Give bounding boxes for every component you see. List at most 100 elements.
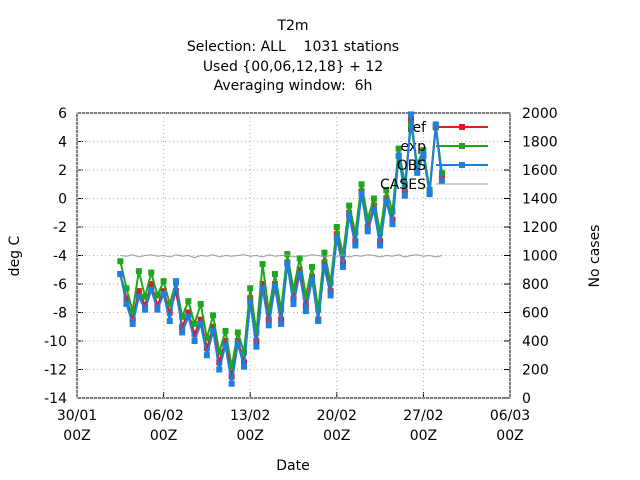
marker xyxy=(395,152,402,159)
marker xyxy=(352,242,359,249)
marker xyxy=(253,343,260,350)
marker xyxy=(129,320,136,327)
marker xyxy=(302,308,309,315)
marker xyxy=(358,191,365,198)
marker xyxy=(148,286,155,293)
marker xyxy=(370,195,377,202)
y-tick-label: -6 xyxy=(53,277,67,293)
marker xyxy=(216,366,223,373)
marker xyxy=(191,320,198,327)
marker xyxy=(228,373,235,380)
marker xyxy=(154,306,161,313)
series-line xyxy=(120,254,443,259)
marker xyxy=(210,323,217,330)
y-tick-label: 4 xyxy=(58,135,67,151)
y-tick-label: -12 xyxy=(44,363,67,379)
marker xyxy=(383,198,390,205)
marker xyxy=(377,242,384,249)
y2-tick-label: 1200 xyxy=(522,220,558,236)
marker xyxy=(253,329,260,336)
marker xyxy=(210,312,217,319)
marker xyxy=(278,320,285,327)
marker xyxy=(346,212,353,219)
series-line xyxy=(119,124,443,367)
marker xyxy=(179,329,186,336)
x-tick-label: 06/03 00Z xyxy=(490,408,530,444)
marker xyxy=(339,251,346,258)
x-tick-label: 06/02 00Z xyxy=(143,408,183,444)
marker xyxy=(154,302,161,309)
marker xyxy=(420,147,427,154)
marker xyxy=(296,266,303,273)
marker xyxy=(333,235,340,242)
marker xyxy=(284,251,291,258)
marker xyxy=(321,263,328,270)
y-tick-label: -2 xyxy=(53,220,67,236)
marker xyxy=(179,313,186,320)
legend-label: OBS xyxy=(397,158,426,174)
marker xyxy=(389,208,396,215)
marker xyxy=(191,338,198,344)
marker xyxy=(222,328,229,335)
marker xyxy=(241,363,248,370)
marker xyxy=(234,340,241,347)
marker xyxy=(216,349,223,356)
marker xyxy=(309,276,316,283)
marker xyxy=(327,292,334,299)
marker xyxy=(234,329,241,336)
marker xyxy=(117,258,124,265)
marker xyxy=(135,293,142,300)
marker xyxy=(315,318,322,325)
marker xyxy=(148,269,155,276)
marker xyxy=(358,181,365,188)
marker xyxy=(123,295,130,302)
series-line xyxy=(119,114,443,384)
marker xyxy=(290,300,297,307)
marker xyxy=(203,345,210,352)
marker xyxy=(438,178,445,185)
marker xyxy=(315,306,322,313)
marker xyxy=(160,278,167,285)
marker xyxy=(395,145,402,152)
marker xyxy=(389,221,396,228)
y2-tick-label: 1600 xyxy=(522,163,558,179)
marker xyxy=(321,259,328,266)
marker xyxy=(401,192,408,199)
marker xyxy=(222,342,229,349)
marker xyxy=(247,285,254,292)
legend-label: CASES xyxy=(380,177,426,193)
marker xyxy=(265,308,272,315)
y2-tick-label: 600 xyxy=(522,306,549,322)
marker xyxy=(216,359,223,366)
marker xyxy=(377,229,384,236)
marker xyxy=(166,318,173,325)
marker xyxy=(123,285,130,292)
marker xyxy=(142,306,149,313)
y-tick-label: 2 xyxy=(58,163,67,179)
marker xyxy=(197,316,204,323)
y-tick-label: -10 xyxy=(44,334,67,350)
y2-tick-label: 1000 xyxy=(522,249,558,265)
marker xyxy=(142,293,149,300)
x-tick-label: 27/02 00Z xyxy=(403,408,443,444)
marker xyxy=(383,186,390,193)
marker xyxy=(135,288,142,295)
legend-marker xyxy=(459,162,465,168)
y-tick-label: -8 xyxy=(53,306,67,322)
subtitle: Averaging window: 6h xyxy=(214,78,373,94)
x-tick-label: 13/02 00Z xyxy=(230,408,270,444)
marker xyxy=(259,285,266,292)
marker xyxy=(222,338,229,344)
marker xyxy=(426,191,433,198)
marker xyxy=(117,271,124,278)
marker xyxy=(197,320,204,327)
marker xyxy=(172,278,179,285)
marker xyxy=(135,268,142,275)
marker xyxy=(228,380,235,387)
marker xyxy=(364,228,371,235)
x-axis-label: Date xyxy=(276,458,309,474)
marker xyxy=(129,308,136,315)
y2-tick-label: 1400 xyxy=(522,192,558,208)
marker xyxy=(296,271,303,278)
marker xyxy=(142,302,149,309)
